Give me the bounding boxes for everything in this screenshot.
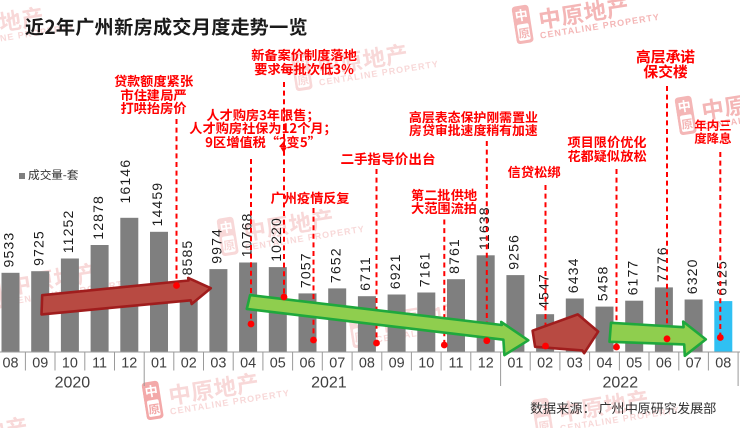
svg-text:06: 06 (299, 355, 315, 371)
svg-text:中: 中 (513, 4, 529, 25)
svg-text:2020: 2020 (55, 375, 91, 392)
svg-text:中: 中 (533, 397, 549, 418)
svg-text:02: 02 (537, 355, 553, 371)
svg-text:11: 11 (92, 355, 107, 371)
svg-text:5458: 5458 (595, 266, 611, 302)
svg-text:08: 08 (715, 355, 731, 371)
svg-text:7057: 7057 (298, 252, 314, 288)
svg-text:8585: 8585 (179, 240, 195, 276)
svg-text:12878: 12878 (90, 195, 106, 240)
svg-text:原: 原 (517, 24, 531, 42)
svg-text:03: 03 (210, 355, 226, 371)
svg-text:中原地产: 中原地产 (0, 409, 30, 428)
svg-text:9974: 9974 (209, 228, 225, 264)
svg-text:中: 中 (143, 380, 159, 401)
svg-text:10: 10 (62, 355, 78, 371)
svg-text:04: 04 (596, 355, 612, 371)
svg-text:08: 08 (359, 355, 375, 371)
svg-text:6921: 6921 (387, 253, 403, 289)
svg-text:16146: 16146 (117, 159, 133, 204)
svg-text:9725: 9725 (30, 230, 46, 266)
svg-text:原: 原 (222, 236, 236, 254)
svg-text:原: 原 (147, 400, 161, 418)
svg-text:01: 01 (151, 355, 167, 371)
svg-text:6177: 6177 (624, 260, 640, 296)
svg-text:中: 中 (676, 95, 692, 116)
svg-text:9533: 9533 (1, 232, 17, 268)
svg-text:11252: 11252 (60, 210, 76, 254)
svg-text:6125: 6125 (714, 260, 730, 296)
svg-text:06: 06 (656, 355, 672, 371)
svg-text:11: 11 (449, 355, 464, 371)
svg-text:12: 12 (478, 355, 494, 371)
svg-text:10220: 10220 (268, 217, 284, 262)
svg-text:02: 02 (181, 355, 197, 371)
svg-text:原: 原 (537, 417, 551, 428)
svg-text:4547: 4547 (535, 273, 551, 309)
svg-text:11638: 11638 (476, 206, 492, 250)
svg-text:原: 原 (296, 71, 310, 89)
svg-text:原: 原 (680, 115, 694, 133)
svg-text:12: 12 (121, 355, 137, 371)
svg-text:8761: 8761 (446, 238, 462, 274)
svg-text:2022: 2022 (603, 375, 639, 392)
svg-text:09: 09 (389, 355, 405, 371)
svg-text:中: 中 (218, 216, 234, 237)
svg-text:7161: 7161 (416, 251, 432, 287)
svg-text:6711: 6711 (357, 256, 373, 291)
svg-text:7652: 7652 (327, 247, 343, 283)
svg-text:14459: 14459 (149, 182, 165, 227)
svg-text:05: 05 (626, 355, 642, 371)
svg-text:中: 中 (292, 51, 308, 72)
svg-text:6434: 6434 (565, 257, 581, 293)
svg-text:03: 03 (567, 355, 583, 371)
svg-text:07: 07 (329, 355, 345, 371)
svg-text:09: 09 (32, 355, 48, 371)
svg-text:10: 10 (418, 355, 434, 371)
svg-text:07: 07 (686, 355, 702, 371)
svg-text:7776: 7776 (654, 246, 670, 282)
svg-text:05: 05 (270, 355, 286, 371)
svg-text:08: 08 (2, 355, 18, 371)
svg-text:6320: 6320 (684, 258, 700, 294)
svg-text:9256: 9256 (506, 234, 522, 270)
svg-text:2021: 2021 (311, 375, 347, 392)
svg-text:04: 04 (240, 355, 256, 371)
svg-text:01: 01 (507, 355, 523, 371)
